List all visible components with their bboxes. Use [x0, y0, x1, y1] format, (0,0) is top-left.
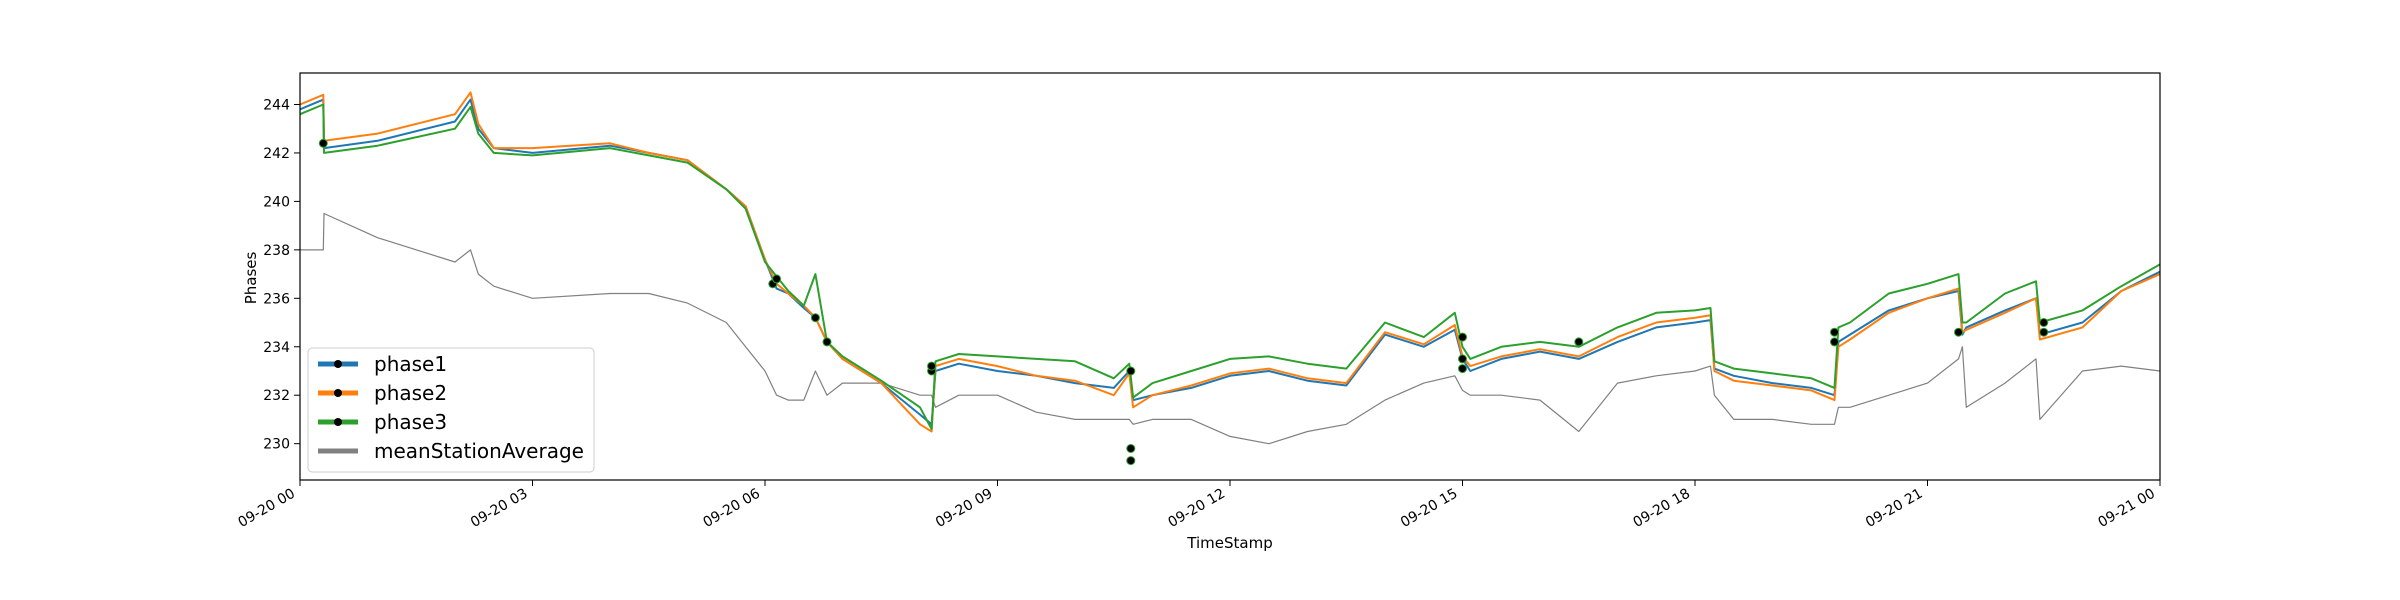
event-marker [1458, 332, 1467, 342]
event-marker [1126, 444, 1136, 453]
legend: phase1 phase2 phase3 meanStationAverage [307, 347, 595, 473]
y-tick-label: 240 [263, 194, 290, 210]
y-tick-label: 232 [263, 388, 290, 404]
series-line-phase3 [299, 103, 2161, 431]
event-marker [1126, 366, 1136, 376]
y-tick-label: 230 [263, 437, 290, 453]
event-marker [927, 361, 937, 371]
event-marker [1458, 354, 1467, 364]
series-line-phase2 [299, 91, 2161, 433]
event-marker [2039, 318, 2049, 327]
legend-item-phase2: phase2 [318, 381, 447, 405]
event-marker [1574, 337, 1584, 347]
x-axis-label: TimeStamp [1186, 534, 1272, 552]
event-marker [1830, 337, 1839, 347]
legend-label-meanstationaverage: meanStationAverage [374, 439, 584, 463]
event-marker [1126, 456, 1136, 466]
event-marker [1954, 327, 1963, 337]
marker-layer [318, 138, 2049, 466]
event-marker [772, 274, 782, 284]
legend-marker-phase2 [334, 389, 342, 397]
legend-item-phase3: phase3 [318, 410, 447, 434]
event-marker [822, 337, 832, 347]
y-tick-label: 244 [263, 97, 290, 113]
legend-box [307, 347, 595, 473]
legend-label-phase2: phase2 [374, 381, 447, 405]
series-layer [299, 91, 2161, 445]
series-line-meanstationaverage [300, 212, 2161, 445]
y-tick-label: 236 [263, 291, 290, 307]
y-axis-label: Phases [242, 252, 260, 305]
event-marker [1458, 364, 1467, 374]
event-marker [810, 313, 820, 323]
legend-marker-phase3 [334, 418, 342, 426]
event-marker [318, 138, 328, 148]
legend-label-phase3: phase3 [374, 410, 447, 434]
y-tick-label: 242 [263, 146, 290, 162]
event-marker [1830, 327, 1839, 337]
y-axis: 230 232 234 236 238 240 242 244 [263, 97, 300, 453]
legend-label-phase1: phase1 [374, 352, 447, 376]
legend-item-phase1: phase1 [318, 352, 447, 376]
legend-marker-phase1 [334, 360, 342, 368]
y-tick-label: 238 [263, 243, 290, 259]
event-marker [2039, 327, 2049, 337]
y-tick-label: 234 [263, 340, 290, 356]
legend-item-meanstationaverage: meanStationAverage [318, 439, 584, 463]
